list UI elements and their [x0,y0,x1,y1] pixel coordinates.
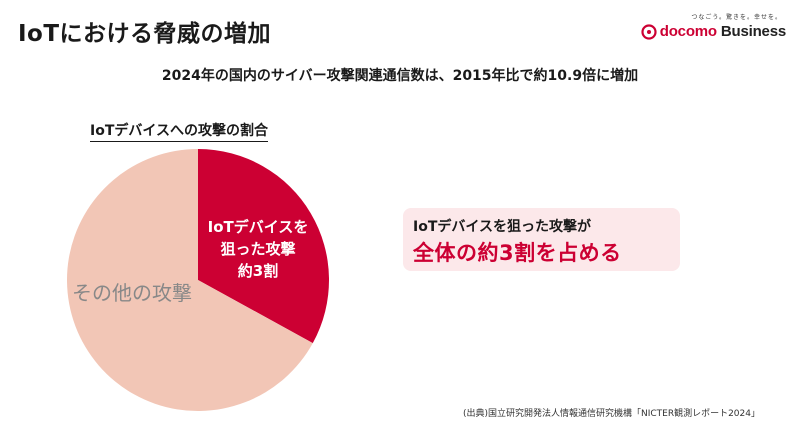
brand-logo-row: docomo Business [641,23,786,40]
brand-logo: つなごう。驚きを。幸せを。 docomo Business [636,10,786,44]
brand-name-docomo: docomo [659,23,717,40]
docomo-logo-icon [641,23,657,40]
brand-tagline: つなごう。驚きを。幸せを。 [691,14,782,21]
callout-box: IoTデバイスを狙った攻撃が 全体の約3割を占める [403,208,680,271]
pie-label-0-line-0: IoTデバイスを [208,218,309,236]
chart-title: IoTデバイスへの攻撃の割合 [90,120,268,142]
pie-label-1-line-0: その他の攻撃 [72,281,192,305]
source-note: (出典)国立研究開発法人情報通信研究機構「NICTER観測レポート2024」 [462,409,760,419]
brand-name-business: Business [720,23,786,40]
pie-label-0-line-1: 狙った攻撃 [220,240,295,258]
headline-subtitle: 2024年の国内のサイバー攻撃関連通信数は、2015年比で約10.9倍に増加 [161,68,639,84]
pie-slices [67,149,329,411]
page-title: IoTにおける脅威の増加 [18,21,272,47]
brand-name: docomo Business [660,23,786,40]
pie-slice-0 [198,149,329,344]
pie-label-0-line-2: 約3割 [238,262,278,280]
callout-line2: 全体の約3割を占める [413,241,622,265]
callout-line1: IoTデバイスを狙った攻撃が [413,219,591,235]
pie-slice-1 [67,149,313,411]
